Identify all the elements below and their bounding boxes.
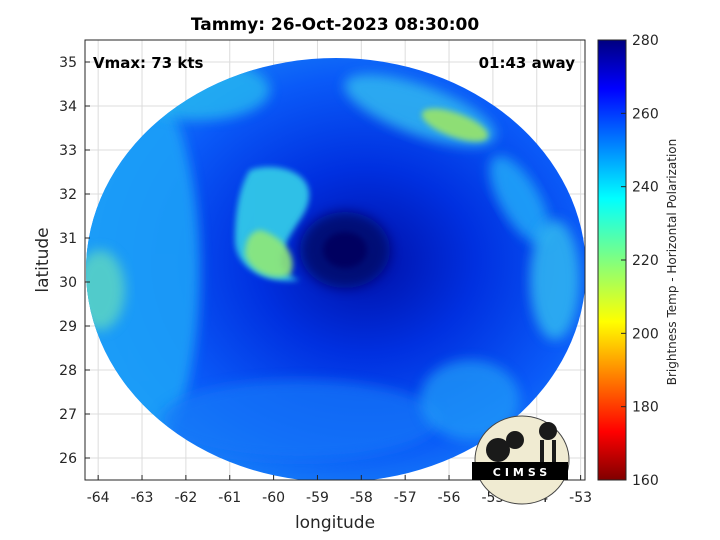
y-axis-ticks: 35 34 33 32 31 30 29 28 27 26 [59, 55, 90, 467]
cimss-logo: CIMSS [472, 415, 570, 505]
satellite-swath [86, 58, 585, 480]
axes-box [84, 39, 586, 481]
vmax-label: Vmax: 73 kts [93, 54, 203, 72]
x-tick-label: -58 [350, 490, 373, 506]
y-axis-title: latitude [33, 227, 53, 292]
time-away-label: 01:43 away [479, 54, 576, 72]
y-tick-label: 29 [59, 319, 77, 335]
colorbar-tick-label: 240 [632, 180, 659, 196]
plot-title: Tammy: 26-Oct-2023 08:30:00 [191, 15, 479, 35]
y-tick-label: 34 [59, 99, 77, 115]
colorbar-title: Brightness Temp - Horizontal Polarizatio… [665, 139, 679, 386]
x-axis-title: longitude [295, 513, 375, 533]
x-tick-label: -61 [218, 490, 241, 506]
colorbar-tick-label: 160 [632, 473, 659, 489]
colorbar-tick-label: 260 [632, 106, 659, 122]
colorbar-ticks: 280 260 240 220 200 180 160 [621, 33, 659, 489]
x-tick-label: -53 [569, 490, 592, 506]
x-tick-label: -62 [174, 490, 197, 506]
x-tick-label: -64 [87, 490, 110, 506]
x-tick-label: -59 [306, 490, 329, 506]
colorbar-tick-label: 280 [632, 33, 659, 49]
y-tick-label: 35 [59, 55, 77, 71]
y-tick-label: 26 [59, 451, 77, 467]
x-tick-label: -60 [262, 490, 285, 506]
colorbar: 280 260 240 220 200 180 160 Brightness Temp - … [597, 33, 679, 489]
y-tick-label: 28 [59, 363, 77, 379]
x-tick-label: -57 [394, 490, 417, 506]
y-tick-label: 31 [59, 231, 77, 247]
x-tick-label: -63 [131, 490, 154, 506]
y-tick-label: 33 [59, 143, 77, 159]
y-tick-label: 32 [59, 187, 77, 203]
y-tick-label: 30 [59, 275, 77, 291]
cimss-logo-text: CIMSS [493, 466, 551, 479]
x-tick-label: -56 [438, 490, 461, 506]
colorbar-tick-label: 180 [632, 400, 659, 416]
colorbar-tick-label: 200 [632, 326, 659, 342]
colorbar-tick-label: 220 [632, 253, 659, 269]
y-tick-label: 27 [59, 407, 77, 423]
